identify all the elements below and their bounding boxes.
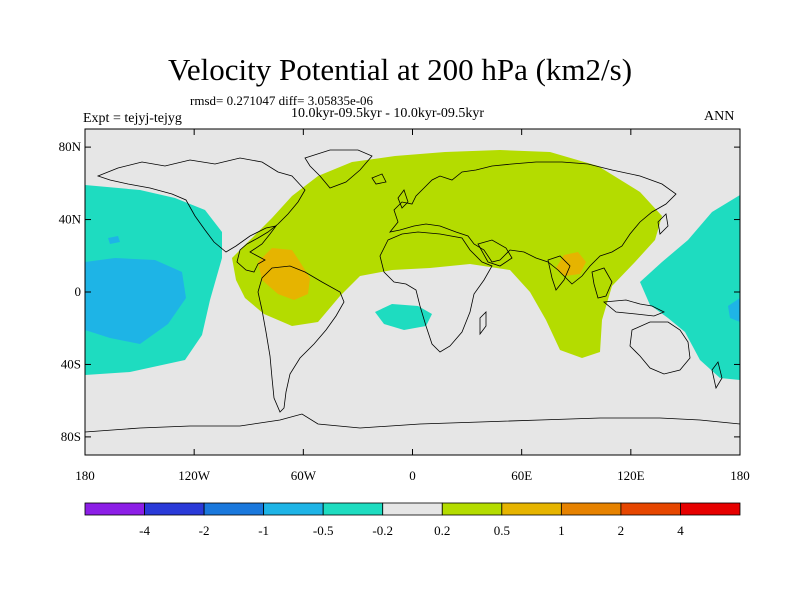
lat-tick-label: 80N [59, 139, 82, 154]
lat-tick-label: 0 [75, 284, 82, 299]
colorbar-swatch [561, 503, 621, 515]
colorbar: -4 -2 -1 -0.5 -0.2 0.2 0.5 1 2 4 [85, 503, 740, 538]
lon-tick-label: 120W [178, 468, 211, 483]
lat-tick-label: 40N [59, 212, 82, 227]
lat-tick-label: 40S [61, 356, 81, 371]
colorbar-label: 1 [558, 523, 565, 538]
colorbar-label: 0.2 [434, 523, 450, 538]
colorbar-swatch [621, 503, 681, 515]
colorbar-swatch [680, 503, 740, 515]
colorbar-swatch [204, 503, 264, 515]
lon-tick-label: 0 [409, 468, 416, 483]
lat-tick-label: 80S [61, 429, 81, 444]
colorbar-label: -0.2 [372, 523, 393, 538]
colorbar-swatch [264, 503, 324, 515]
contour-field [85, 129, 740, 455]
colorbar-label: -1 [258, 523, 269, 538]
colorbar-label: 0.5 [494, 523, 510, 538]
colorbar-swatch [442, 503, 502, 515]
colorbar-label: 2 [618, 523, 625, 538]
colorbar-swatch [502, 503, 562, 515]
lon-tick-label: 180 [730, 468, 750, 483]
colorbar-label: -4 [139, 523, 150, 538]
colorbar-swatch [85, 503, 145, 515]
lon-tick-label: 180 [75, 468, 95, 483]
colorbar-swatch [323, 503, 383, 515]
colorbar-swatch [145, 503, 205, 515]
colorbar-label: -0.5 [313, 523, 334, 538]
colorbar-label: 4 [677, 523, 684, 538]
lon-tick-label: 120E [617, 468, 645, 483]
colorbar-swatch [383, 503, 443, 515]
lon-tick-label: 60W [291, 468, 317, 483]
lon-tick-label: 60E [511, 468, 532, 483]
colorbar-label: -2 [199, 523, 210, 538]
